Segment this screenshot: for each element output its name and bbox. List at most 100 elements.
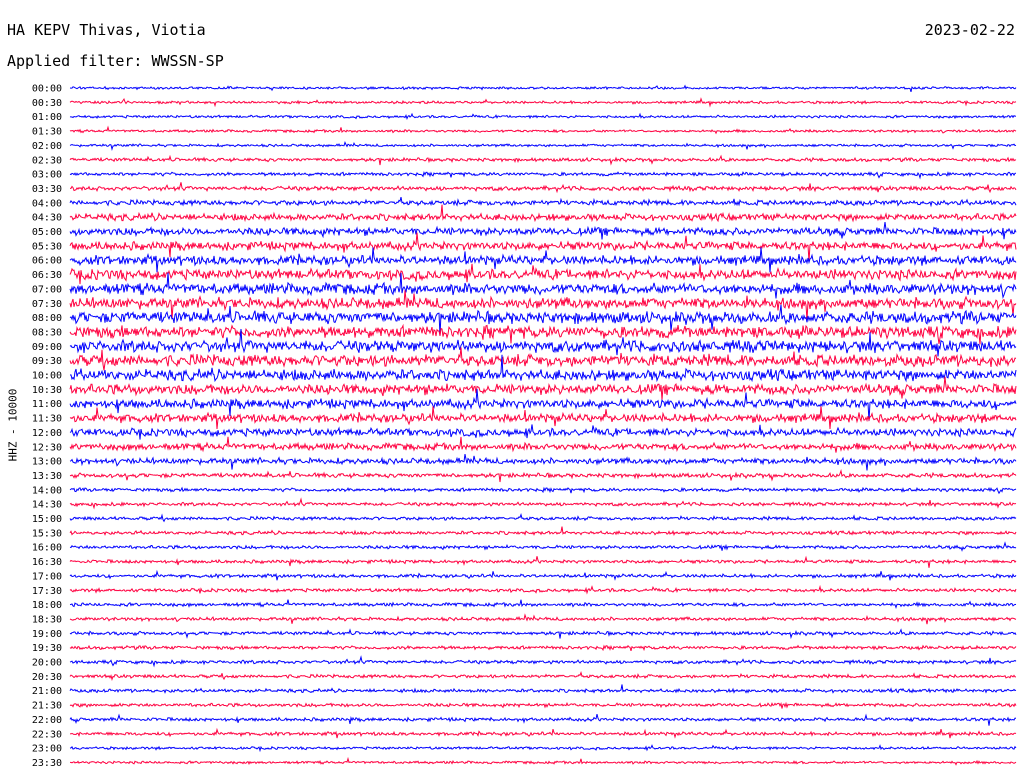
trace-line bbox=[69, 613, 1017, 625]
time-tick-label: 21:30 bbox=[32, 701, 62, 712]
time-tick-label: 08:30 bbox=[32, 327, 62, 338]
trace-line bbox=[69, 670, 1016, 682]
trace-line bbox=[69, 328, 1017, 357]
time-tick-label: 09:30 bbox=[32, 356, 62, 367]
trace-line bbox=[69, 628, 1017, 640]
trace-line bbox=[69, 701, 1017, 709]
trace-line bbox=[69, 204, 1017, 223]
time-tick-label: 00:00 bbox=[32, 84, 62, 95]
trace-line bbox=[69, 232, 1017, 262]
trace-line bbox=[70, 756, 1017, 766]
trace-line bbox=[69, 263, 1017, 285]
trace-line bbox=[69, 469, 1017, 483]
trace-line bbox=[69, 376, 1017, 400]
time-tick-label: 16:30 bbox=[32, 557, 62, 568]
time-tick-label: 05:00 bbox=[32, 227, 62, 238]
trace-line bbox=[69, 406, 1017, 430]
trace-line bbox=[69, 354, 1017, 383]
trace-line bbox=[69, 125, 1017, 135]
date-label: 2023-02-22 bbox=[924, 21, 1015, 39]
trace-line bbox=[69, 154, 1017, 166]
trace-line bbox=[69, 436, 1017, 453]
time-tick-label: 11:30 bbox=[32, 414, 62, 425]
trace-line bbox=[69, 526, 1017, 536]
time-tick-label: 06:00 bbox=[32, 256, 62, 267]
time-tick-label: 17:30 bbox=[32, 586, 62, 597]
trace-line bbox=[69, 97, 1017, 108]
trace-line bbox=[69, 347, 1017, 371]
trace-line bbox=[69, 584, 1017, 595]
trace-line bbox=[69, 112, 1017, 121]
trace-line bbox=[69, 323, 1017, 345]
time-tick-label: 05:30 bbox=[32, 241, 62, 252]
trace-line bbox=[69, 304, 1017, 336]
time-tick-label: 16:00 bbox=[32, 543, 62, 554]
time-tick-label: 14:30 bbox=[32, 500, 62, 511]
time-tick-label: 20:30 bbox=[32, 672, 62, 683]
time-tick-label: 19:30 bbox=[32, 643, 62, 654]
time-tick-label: 13:00 bbox=[32, 457, 62, 468]
trace-line bbox=[69, 555, 1017, 568]
trace-line bbox=[69, 290, 1017, 321]
trace-line bbox=[69, 388, 1017, 422]
trace-line bbox=[69, 713, 1017, 726]
time-tick-label: 09:00 bbox=[32, 342, 62, 353]
trace-line bbox=[69, 497, 1017, 510]
time-tick-label: 03:00 bbox=[32, 170, 62, 181]
time-tick-label: 06:30 bbox=[32, 270, 62, 281]
time-tick-label: 23:30 bbox=[32, 758, 62, 769]
trace-line bbox=[69, 247, 1017, 273]
trace-line bbox=[70, 182, 1017, 194]
time-tick-label: 18:30 bbox=[32, 614, 62, 625]
time-tick-label: 15:30 bbox=[32, 528, 62, 539]
trace-line bbox=[69, 655, 1017, 668]
time-tick-label: 18:00 bbox=[32, 600, 62, 611]
time-tick-label: 11:00 bbox=[32, 399, 62, 410]
trace-line bbox=[69, 171, 1017, 180]
trace-line bbox=[69, 744, 1017, 753]
time-tick-label: 13:30 bbox=[32, 471, 62, 482]
trace-line bbox=[69, 684, 1017, 694]
time-tick-label: 02:30 bbox=[32, 155, 62, 166]
trace-line bbox=[69, 599, 1017, 610]
time-tick-label: 04:00 bbox=[32, 198, 62, 209]
time-tick-label: 14:00 bbox=[32, 485, 62, 496]
time-tick-label: 10:30 bbox=[32, 385, 62, 396]
trace-line bbox=[69, 84, 1017, 93]
time-tick-label: 03:30 bbox=[32, 184, 62, 195]
trace-line bbox=[69, 513, 1017, 523]
time-tick-label: 07:00 bbox=[32, 284, 62, 295]
trace-line bbox=[69, 140, 1017, 151]
time-tick-label: 20:00 bbox=[32, 658, 62, 669]
time-tick-label: 22:30 bbox=[32, 729, 62, 740]
time-tick-label: 15:00 bbox=[32, 514, 62, 525]
time-tick-label: 22:00 bbox=[32, 715, 62, 726]
time-tick-label: 17:00 bbox=[32, 571, 62, 582]
time-tick-label: 23:00 bbox=[32, 744, 62, 755]
trace-line bbox=[69, 644, 1017, 652]
trace-line bbox=[69, 222, 1017, 240]
trace-line bbox=[69, 486, 1017, 495]
trace-line bbox=[69, 454, 1017, 471]
time-tick-label: 19:00 bbox=[32, 629, 62, 640]
time-tick-label: 02:00 bbox=[32, 141, 62, 152]
time-tick-label: 10:00 bbox=[32, 371, 62, 382]
time-tick-label: 04:30 bbox=[32, 213, 62, 224]
time-tick-label: 08:00 bbox=[32, 313, 62, 324]
trace-line bbox=[69, 424, 1017, 440]
trace-line bbox=[69, 569, 1017, 581]
trace-line bbox=[69, 541, 1017, 552]
trace-line bbox=[69, 727, 1017, 739]
station-title: HA KEPV Thivas, Viotia bbox=[7, 21, 206, 39]
time-tick-label: 01:30 bbox=[32, 127, 62, 138]
time-tick-label: 12:30 bbox=[32, 442, 62, 453]
trace-line bbox=[69, 196, 1017, 208]
time-tick-label: 21:00 bbox=[32, 686, 62, 697]
time-tick-label: 01:00 bbox=[32, 112, 62, 123]
time-tick-label: 07:30 bbox=[32, 299, 62, 310]
filter-label: Applied filter: WWSSN-SP bbox=[7, 52, 224, 70]
trace-line bbox=[69, 272, 1017, 300]
time-tick-label: 00:30 bbox=[32, 98, 62, 109]
time-tick-label: 12:00 bbox=[32, 428, 62, 439]
